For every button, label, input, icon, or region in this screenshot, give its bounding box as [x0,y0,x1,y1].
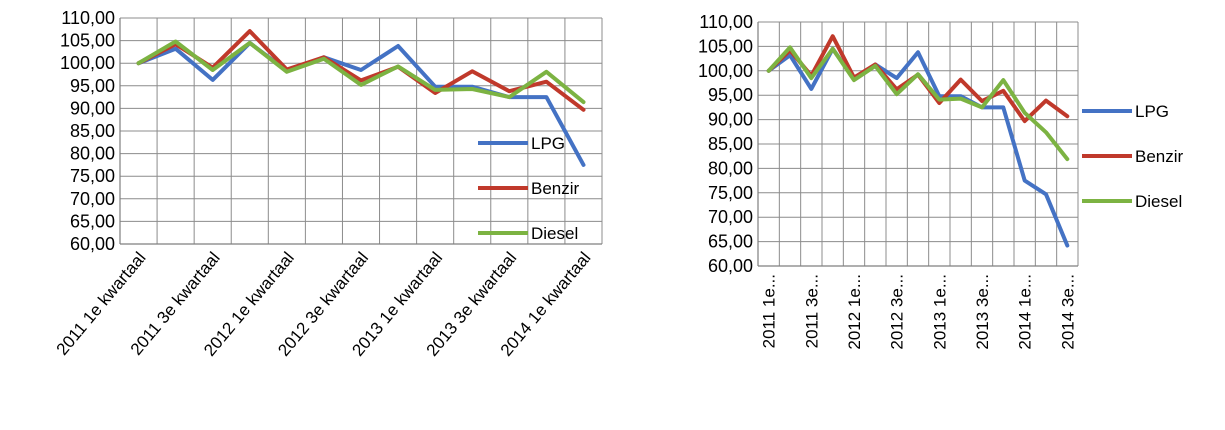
data-point [1044,193,1048,196]
y-tick-label: 105,00 [698,36,753,56]
y-tick-label: 85,00 [70,121,115,141]
y-tick-label: 65,00 [70,211,115,231]
data-point [895,88,898,91]
data-point [767,69,770,73]
data-point [137,62,140,65]
data-point [1023,179,1026,182]
data-point [545,70,548,74]
y-tick-label: 100,00 [60,53,115,73]
data-point [810,87,813,91]
data-point [582,100,585,104]
data-point [396,65,400,68]
y-tick-label: 110,00 [699,12,753,32]
y-tick-label: 60,00 [708,256,753,276]
y-tick-label: 95,00 [70,76,115,96]
legend-label: Diesel [1135,192,1182,211]
y-tick-label: 70,00 [70,189,115,209]
legend-label: Benzir [1135,147,1184,166]
data-point [211,68,214,72]
data-point [810,76,813,80]
data-point [396,44,400,48]
x-tick-label: 2012 3e... [888,274,907,350]
data-point [788,46,792,49]
x-tick-label: 2014 3e... [1058,274,1077,350]
data-point [471,70,474,73]
data-point [1066,244,1069,247]
data-point [874,64,877,68]
y-tick-label: 75,00 [70,166,115,186]
x-tick-label: 2013 3e... [973,274,992,350]
series-line-diesel [766,45,1070,162]
data-point [916,73,920,76]
data-point [1066,115,1069,118]
x-tick-label: 2011 3e... [802,274,821,348]
x-tick-label: 2011 1e... [760,274,779,348]
data-point [959,97,962,100]
data-point [248,29,251,33]
data-point [508,95,511,99]
data-point [1044,99,1048,102]
data-point [508,90,511,93]
data-point [831,47,834,50]
data-point [831,35,834,38]
data-point [1023,111,1026,115]
data-point [788,54,792,57]
data-point [852,78,856,82]
data-point [895,93,898,96]
x-tick-label: 2013 1e... [930,274,949,350]
x-tick-label: 2012 1e... [845,274,864,350]
y-tick-label: 105,00 [60,31,115,51]
data-point [959,78,962,81]
data-point [895,76,898,80]
data-point [285,70,288,74]
legend-label: LPG [531,134,565,153]
y-tick-label: 95,00 [708,85,753,105]
data-point [434,91,437,95]
data-point [1023,119,1026,123]
data-point [938,98,941,101]
x-tick-label: 2014 1e... [1016,274,1035,350]
data-point [211,78,214,82]
data-point [582,163,585,167]
data-point [916,51,920,54]
data-point [359,79,363,82]
y-tick-label: 90,00 [708,110,753,130]
data-point [1002,78,1005,82]
data-point [322,57,326,60]
y-tick-label: 90,00 [70,98,115,118]
data-point [1002,106,1005,109]
legend-label: Diesel [531,224,578,243]
data-point [545,95,548,99]
data-point [545,80,548,83]
data-point [434,88,437,92]
y-tick-label: 65,00 [708,232,753,252]
data-point [938,101,941,105]
data-point [359,83,363,87]
y-tick-label: 80,00 [708,158,753,178]
legend-label: Benzir [531,179,580,198]
y-tick-label: 110,00 [61,8,115,28]
y-tick-label: 75,00 [708,183,753,203]
data-point [471,87,474,91]
data-point [248,41,251,45]
data-point [582,108,585,112]
data-point [359,68,363,72]
data-point [174,40,177,43]
y-tick-label: 80,00 [70,144,115,164]
data-point [1044,131,1048,134]
y-tick-label: 100,00 [698,61,753,81]
y-tick-label: 60,00 [70,234,115,254]
y-tick-label: 85,00 [708,134,753,154]
data-point [1066,157,1069,161]
data-point [980,99,984,103]
chart-2: 60,00 65,00 70,00 75,00 80,00 85,00 90,00 95,00… [698,12,1184,350]
data-point [174,47,177,50]
data-point [980,106,984,109]
data-point [1002,89,1005,93]
legend-label: LPG [1135,102,1169,121]
y-tick-label: 70,00 [708,207,753,227]
